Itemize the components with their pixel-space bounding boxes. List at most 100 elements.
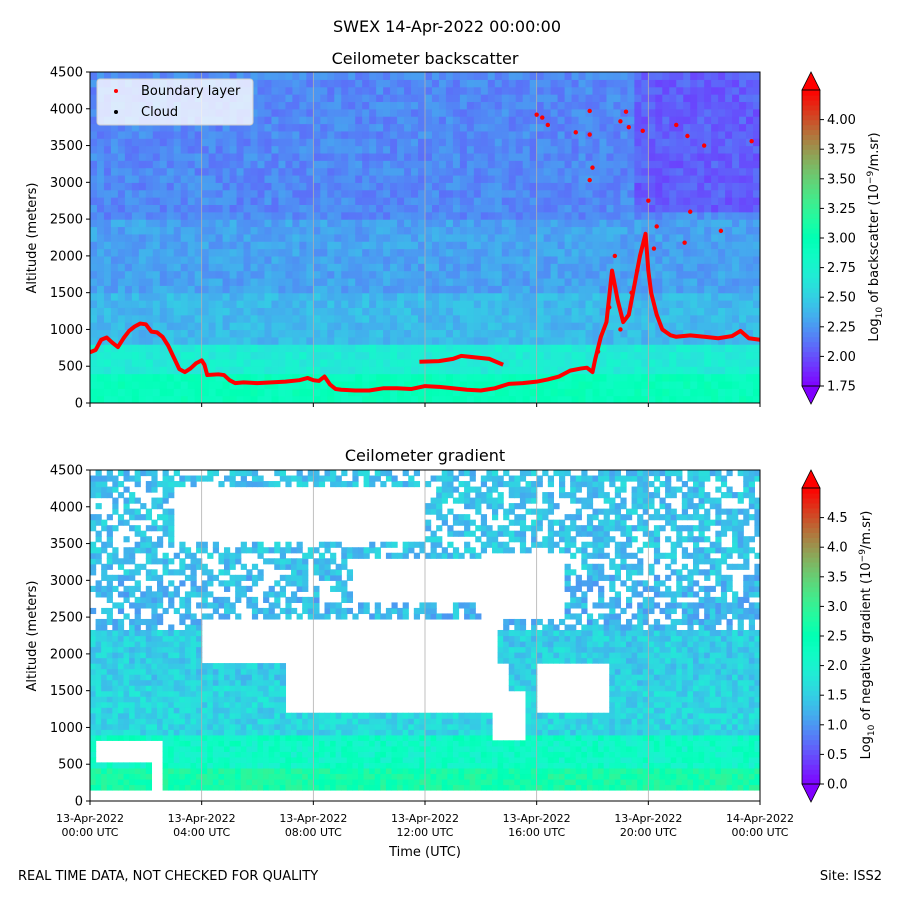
backscatter-cell <box>104 256 112 264</box>
backscatter-cell <box>676 146 684 154</box>
gradient-cell <box>107 487 113 493</box>
backscatter-ylabel: Altitude (meters) <box>25 183 40 294</box>
gradient-cell <box>96 729 102 735</box>
backscatter-cell <box>711 307 719 315</box>
colorbar-segment <box>802 100 820 106</box>
backscatter-cell <box>606 337 614 345</box>
backscatter-cell <box>125 131 133 139</box>
backscatter-cell <box>418 352 426 360</box>
backscatter-cell <box>718 123 726 131</box>
backscatter-cell <box>362 381 370 389</box>
backscatter-cell <box>341 182 349 190</box>
backscatter-cell <box>216 256 224 264</box>
backscatter-cell <box>306 329 314 337</box>
backscatter-cell <box>725 197 733 205</box>
backscatter-cell <box>620 72 628 80</box>
backscatter-cell <box>704 366 712 374</box>
backscatter-cell <box>523 271 531 279</box>
backscatter-cell <box>446 396 454 404</box>
backscatter-cell <box>341 256 349 264</box>
backscatter-cell <box>383 337 391 345</box>
colorbar-segment <box>802 238 820 244</box>
backscatter-cell <box>90 109 98 117</box>
backscatter-cell <box>195 138 203 146</box>
backscatter-cell <box>223 182 231 190</box>
gradient-cell <box>96 641 102 647</box>
backscatter-cell <box>558 315 566 323</box>
gradient-cell <box>135 779 141 785</box>
backscatter-cell <box>620 381 628 389</box>
backscatter-cell <box>306 212 314 220</box>
gradient-cell <box>151 525 157 531</box>
backscatter-cell <box>453 79 461 87</box>
backscatter-cell <box>537 241 545 249</box>
backscatter-cell <box>739 307 747 315</box>
backscatter-cell <box>711 219 719 227</box>
backscatter-cell <box>481 322 489 330</box>
backscatter-cell <box>125 241 133 249</box>
backscatter-cell <box>111 263 119 271</box>
backscatter-cell <box>278 300 286 308</box>
gradient-cell <box>112 773 118 779</box>
backscatter-cell <box>746 388 754 396</box>
backscatter-cell <box>111 190 119 198</box>
backscatter-cell <box>271 300 279 308</box>
backscatter-cell <box>432 153 440 161</box>
backscatter-cell <box>383 359 391 367</box>
boundary-layer-point <box>618 119 622 123</box>
backscatter-cell <box>606 329 614 337</box>
gradient-cell <box>140 696 146 702</box>
backscatter-cell <box>369 72 377 80</box>
backscatter-cell <box>341 234 349 242</box>
backscatter-cell <box>348 72 356 80</box>
backscatter-cell <box>383 109 391 117</box>
gradient-cell <box>107 691 113 697</box>
backscatter-cell <box>383 153 391 161</box>
backscatter-cell <box>188 138 196 146</box>
backscatter-cell <box>327 204 335 212</box>
backscatter-cell <box>237 352 245 360</box>
backscatter-cell <box>125 388 133 396</box>
backscatter-cell <box>662 366 670 374</box>
gradient-cell <box>101 525 107 531</box>
backscatter-cell <box>613 87 621 95</box>
backscatter-cell <box>481 241 489 249</box>
backscatter-cell <box>397 153 405 161</box>
backscatter-cell <box>565 388 573 396</box>
backscatter-cell <box>97 234 105 242</box>
backscatter-cell <box>188 190 196 198</box>
backscatter-cell <box>627 366 635 374</box>
backscatter-cell <box>230 131 238 139</box>
gradient-cell <box>124 553 130 559</box>
backscatter-cell <box>230 278 238 286</box>
colorbar-segment <box>802 287 820 293</box>
gradient-cell <box>101 476 107 482</box>
backscatter-cell <box>355 94 363 102</box>
backscatter-cell <box>718 388 726 396</box>
backscatter-cell <box>655 79 663 87</box>
backscatter-cell <box>599 153 607 161</box>
colorbar-segment <box>802 179 820 185</box>
backscatter-cell <box>216 293 224 301</box>
gradient-cell <box>101 718 107 724</box>
backscatter-cell <box>655 278 663 286</box>
backscatter-cell <box>216 300 224 308</box>
backscatter-cell <box>216 337 224 345</box>
backscatter-cell <box>502 131 510 139</box>
backscatter-cell <box>237 337 245 345</box>
backscatter-cell <box>599 359 607 367</box>
backscatter-cell <box>530 300 538 308</box>
backscatter-cell <box>237 138 245 146</box>
backscatter-cell <box>467 153 475 161</box>
backscatter-cell <box>474 168 482 176</box>
backscatter-cell <box>299 278 307 286</box>
gradient-cell <box>118 729 124 735</box>
backscatter-cell <box>146 182 154 190</box>
backscatter-cell <box>167 131 175 139</box>
backscatter-cell <box>439 263 447 271</box>
backscatter-cell <box>327 109 335 117</box>
backscatter-cell <box>627 352 635 360</box>
backscatter-cell <box>690 123 698 131</box>
backscatter-cell <box>111 256 119 264</box>
backscatter-cell <box>251 160 259 168</box>
